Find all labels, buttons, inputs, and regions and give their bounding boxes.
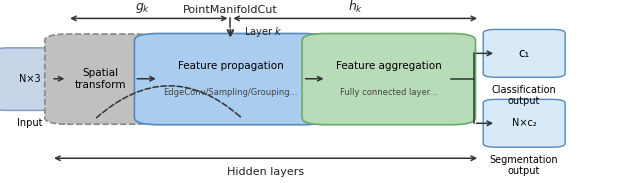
Text: c₁: c₁ [518,47,530,60]
FancyBboxPatch shape [134,33,327,125]
FancyBboxPatch shape [0,48,64,110]
FancyBboxPatch shape [483,29,565,77]
Text: Layer $k$: Layer $k$ [244,25,283,39]
Text: N×3: N×3 [19,74,40,84]
Text: Fully connected layer...: Fully connected layer... [340,88,438,96]
Text: PointManifoldCut: PointManifoldCut [183,5,278,15]
Text: Feature aggregation: Feature aggregation [336,61,442,71]
Text: Input: Input [17,118,42,128]
FancyBboxPatch shape [302,33,476,125]
Text: Segmentation
output: Segmentation output [490,155,559,176]
Text: Feature propagation: Feature propagation [178,61,284,71]
Text: Hidden layers: Hidden layers [227,167,304,177]
Text: Classification
output: Classification output [492,85,557,107]
FancyArrowPatch shape [97,86,241,118]
Text: N×c₂: N×c₂ [512,118,536,128]
Text: Spatial
transform: Spatial transform [75,68,127,90]
Text: EdgeConv/Sampling/Grouping...: EdgeConv/Sampling/Grouping... [163,88,298,96]
Text: $g_k$: $g_k$ [135,1,150,15]
FancyBboxPatch shape [45,34,157,124]
Text: $h_k$: $h_k$ [348,0,363,15]
FancyBboxPatch shape [483,99,565,147]
